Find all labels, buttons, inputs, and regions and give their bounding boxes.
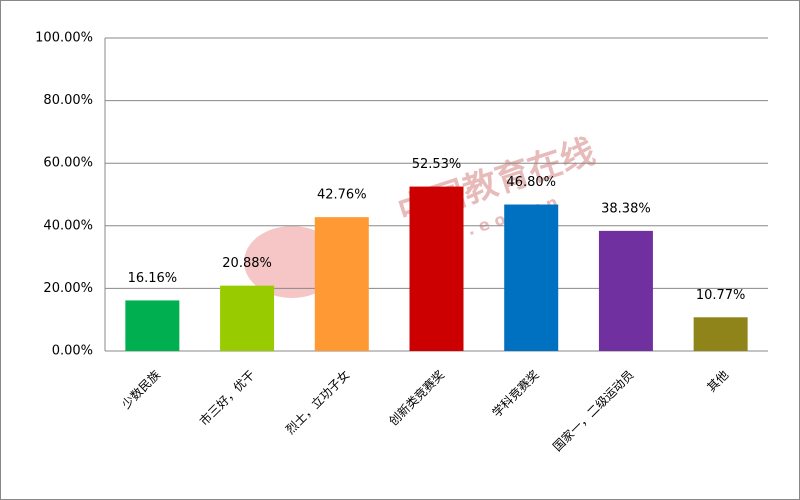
bar xyxy=(220,285,275,351)
bar xyxy=(125,300,180,351)
data-label: 42.76% xyxy=(317,188,367,203)
data-label: 52.53% xyxy=(412,157,462,172)
bar xyxy=(693,317,748,351)
data-label: 16.16% xyxy=(128,271,178,286)
y-tick-label: 40.00% xyxy=(43,218,93,233)
bar xyxy=(409,186,464,351)
bar xyxy=(314,217,369,351)
y-tick-label: 0.00% xyxy=(52,344,93,359)
data-label: 46.80% xyxy=(506,175,556,190)
y-tick-label: 60.00% xyxy=(43,156,93,171)
y-tick-label: 80.00% xyxy=(43,93,93,108)
bar xyxy=(598,230,653,351)
data-label: 10.77% xyxy=(696,288,746,303)
data-label: 38.38% xyxy=(601,201,651,216)
bar xyxy=(504,204,559,351)
y-tick-label: 100.00% xyxy=(35,31,93,46)
y-tick-label: 20.00% xyxy=(43,281,93,296)
data-label: 20.88% xyxy=(222,256,272,271)
